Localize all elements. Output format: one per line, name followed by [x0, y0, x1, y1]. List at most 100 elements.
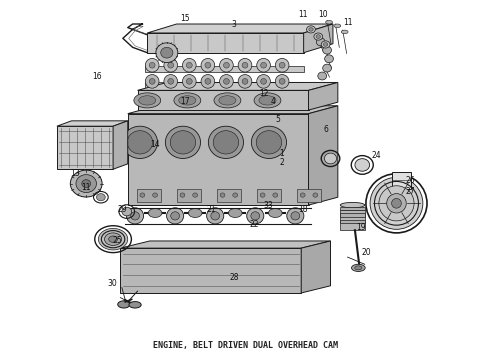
- Polygon shape: [340, 211, 365, 230]
- Ellipse shape: [251, 126, 287, 158]
- Text: 3: 3: [232, 19, 237, 28]
- Ellipse shape: [180, 193, 185, 197]
- Ellipse shape: [213, 131, 239, 154]
- Ellipse shape: [313, 193, 318, 197]
- Ellipse shape: [233, 193, 238, 197]
- Ellipse shape: [164, 75, 177, 88]
- Ellipse shape: [97, 194, 105, 201]
- Ellipse shape: [326, 21, 332, 24]
- Bar: [257, 189, 281, 202]
- Ellipse shape: [279, 78, 285, 84]
- Polygon shape: [309, 82, 338, 110]
- Ellipse shape: [182, 75, 196, 88]
- Polygon shape: [113, 121, 128, 169]
- Ellipse shape: [140, 193, 145, 197]
- Ellipse shape: [379, 186, 414, 221]
- Ellipse shape: [220, 58, 233, 72]
- Ellipse shape: [287, 208, 304, 224]
- Ellipse shape: [104, 233, 122, 246]
- Ellipse shape: [182, 58, 196, 72]
- Ellipse shape: [118, 301, 130, 308]
- Polygon shape: [138, 90, 309, 110]
- Polygon shape: [301, 241, 331, 293]
- Ellipse shape: [273, 193, 278, 197]
- Ellipse shape: [321, 41, 330, 48]
- Ellipse shape: [355, 159, 369, 171]
- Ellipse shape: [259, 96, 276, 105]
- Ellipse shape: [131, 212, 140, 220]
- Text: 4: 4: [271, 97, 276, 106]
- Ellipse shape: [71, 170, 102, 197]
- Polygon shape: [57, 126, 113, 169]
- Bar: [217, 189, 241, 202]
- Ellipse shape: [82, 180, 91, 188]
- Ellipse shape: [314, 33, 323, 40]
- Polygon shape: [340, 213, 365, 217]
- Ellipse shape: [211, 212, 220, 220]
- Ellipse shape: [242, 78, 248, 84]
- Ellipse shape: [316, 35, 320, 39]
- Ellipse shape: [392, 198, 401, 208]
- Ellipse shape: [98, 228, 128, 250]
- Bar: [145, 82, 304, 89]
- Polygon shape: [128, 106, 338, 114]
- Ellipse shape: [251, 212, 260, 220]
- Ellipse shape: [146, 58, 159, 72]
- Bar: [392, 172, 411, 189]
- Polygon shape: [147, 24, 333, 33]
- Ellipse shape: [387, 194, 406, 213]
- Ellipse shape: [260, 193, 265, 197]
- Ellipse shape: [219, 96, 236, 105]
- Ellipse shape: [279, 62, 285, 68]
- Text: 1: 1: [279, 149, 284, 158]
- Ellipse shape: [146, 75, 159, 88]
- Ellipse shape: [174, 93, 201, 108]
- Ellipse shape: [164, 58, 177, 72]
- Text: 29: 29: [117, 205, 127, 214]
- Ellipse shape: [205, 78, 211, 84]
- Ellipse shape: [127, 131, 153, 154]
- Ellipse shape: [208, 126, 244, 158]
- Text: 25: 25: [112, 237, 122, 246]
- Ellipse shape: [370, 177, 423, 229]
- Text: 5: 5: [276, 114, 281, 123]
- Text: 21: 21: [206, 205, 216, 214]
- Text: 12: 12: [259, 89, 269, 98]
- Ellipse shape: [341, 30, 348, 34]
- Ellipse shape: [318, 72, 327, 80]
- Bar: [297, 189, 321, 202]
- Ellipse shape: [228, 208, 242, 217]
- Text: ENGINE, BELT DRIVEN DUAL OVERHEAD CAM: ENGINE, BELT DRIVEN DUAL OVERHEAD CAM: [152, 341, 338, 350]
- Ellipse shape: [168, 78, 173, 84]
- Ellipse shape: [351, 264, 365, 271]
- Ellipse shape: [238, 58, 252, 72]
- Ellipse shape: [134, 93, 161, 108]
- Ellipse shape: [307, 26, 316, 33]
- Ellipse shape: [149, 78, 155, 84]
- Ellipse shape: [324, 153, 337, 164]
- Text: 24: 24: [371, 151, 381, 160]
- Ellipse shape: [242, 62, 248, 68]
- Text: 11: 11: [298, 10, 307, 19]
- Ellipse shape: [122, 126, 158, 158]
- Text: 30: 30: [107, 279, 117, 288]
- Ellipse shape: [139, 96, 156, 105]
- Text: 22: 22: [249, 220, 259, 229]
- Ellipse shape: [261, 78, 267, 84]
- Ellipse shape: [300, 193, 305, 197]
- Ellipse shape: [257, 58, 270, 72]
- Ellipse shape: [207, 208, 224, 224]
- Text: 15: 15: [181, 14, 190, 23]
- Ellipse shape: [153, 193, 158, 197]
- Ellipse shape: [257, 75, 270, 88]
- Text: 26: 26: [405, 176, 415, 185]
- Ellipse shape: [323, 64, 331, 72]
- Ellipse shape: [223, 62, 229, 68]
- Ellipse shape: [165, 126, 200, 158]
- Ellipse shape: [317, 38, 325, 46]
- Text: 6: 6: [323, 125, 328, 134]
- Ellipse shape: [325, 55, 333, 63]
- Ellipse shape: [167, 208, 184, 224]
- Ellipse shape: [254, 93, 281, 108]
- Ellipse shape: [246, 208, 264, 224]
